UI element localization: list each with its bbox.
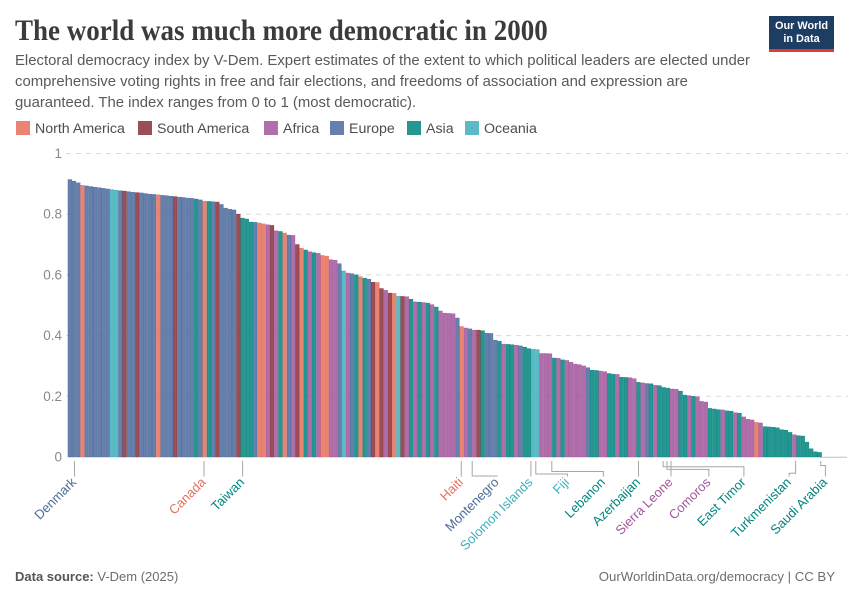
- svg-text:0.4: 0.4: [43, 328, 62, 343]
- svg-text:Denmark: Denmark: [31, 474, 79, 522]
- svg-text:0.2: 0.2: [43, 389, 62, 404]
- svg-text:Haiti: Haiti: [437, 474, 466, 503]
- svg-text:0.6: 0.6: [43, 267, 62, 282]
- svg-text:0: 0: [54, 450, 62, 465]
- svg-text:0.8: 0.8: [43, 207, 62, 222]
- svg-text:Canada: Canada: [166, 474, 209, 517]
- svg-text:1: 1: [54, 146, 62, 161]
- svg-text:Fiji: Fiji: [550, 474, 572, 496]
- svg-text:Taiwan: Taiwan: [208, 475, 247, 514]
